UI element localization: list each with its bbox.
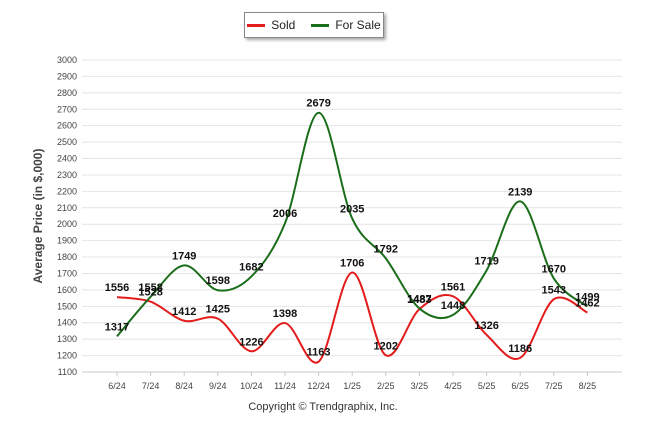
y-tick-label: 1200 [57, 351, 77, 361]
x-tick-label: 7/24 [142, 381, 160, 391]
x-tick-label: 2/25 [377, 381, 395, 391]
y-tick-label: 2500 [57, 137, 77, 147]
data-label-for-sale: 1499 [575, 291, 599, 303]
x-tick-label: 12/24 [307, 381, 330, 391]
data-label-for-sale: 1719 [474, 255, 498, 267]
legend-item-sold[interactable]: Sold [247, 18, 295, 32]
legend-swatch-for-sale [311, 23, 330, 27]
y-tick-label: 2800 [57, 88, 77, 98]
legend-item-for-sale[interactable]: For Sale [311, 18, 381, 32]
grid [82, 59, 622, 373]
data-labels: 1556 1528 1412 1425 1226 1398 1163 1706 1202 1483… [105, 98, 600, 359]
y-tick-label: 1600 [57, 285, 77, 295]
y-tick-label: 2000 [57, 219, 77, 229]
y-axis-title: Average Price (in $,000) [31, 148, 45, 284]
legend-swatch-sold [247, 23, 266, 27]
data-label-for-sale: 1598 [206, 275, 230, 287]
x-tick-label: 9/24 [209, 381, 227, 391]
data-label-for-sale: 1448 [441, 300, 465, 312]
legend-label-sold: Sold [271, 18, 296, 32]
legend-label-for-sale: For Sale [335, 18, 381, 32]
y-tick-label: 2900 [57, 71, 77, 81]
y-tick-label: 3000 [57, 55, 77, 65]
data-label-for-sale: 2139 [508, 186, 532, 198]
data-label-sold: 1186 [508, 343, 532, 355]
y-tick-label: 1700 [57, 268, 77, 278]
data-label-sold: 1163 [307, 347, 331, 359]
data-label-sold: 1706 [340, 257, 364, 269]
data-label-for-sale: 1558 [138, 282, 162, 294]
y-tick-label: 1900 [57, 236, 77, 246]
y-tick-label: 1100 [58, 367, 77, 377]
x-tick-label: 8/24 [175, 381, 193, 391]
data-label-sold: 1561 [441, 281, 465, 293]
data-label-for-sale: 1682 [239, 261, 263, 273]
data-label-sold: 1462 [575, 298, 599, 310]
y-axis-ticks: 1100 1200 1300 1400 1500 1600 1700 1800 1900 2000… [57, 55, 77, 377]
data-label-sold: 1528 [138, 287, 162, 299]
x-tick-label: 1/25 [343, 381, 361, 391]
data-label-for-sale: 1749 [172, 250, 196, 262]
data-label-sold: 1556 [105, 282, 129, 294]
legend: Sold For Sale [244, 12, 384, 38]
x-axis-ticks: 6/24 7/24 8/24 9/24 10/24 11/24 12/24 1/25 2/25 3… [108, 372, 596, 391]
y-tick-label: 1300 [57, 334, 77, 344]
series-line-for-sale [116, 111, 589, 338]
data-label-sold: 1202 [374, 340, 398, 352]
data-label-for-sale: 1792 [374, 243, 398, 255]
x-tick-label: 11/24 [274, 381, 296, 391]
y-tick-label: 2600 [57, 121, 77, 131]
x-tick-label: 3/25 [411, 381, 429, 391]
data-label-sold: 1398 [273, 308, 297, 320]
data-label-sold: 1543 [542, 284, 566, 296]
y-tick-label: 1400 [57, 318, 77, 328]
y-tick-label: 2300 [57, 170, 77, 180]
data-label-sold: 1483 [407, 294, 431, 306]
x-tick-label: 6/25 [511, 381, 529, 391]
y-tick-label: 2400 [57, 154, 77, 164]
y-tick-label: 2200 [57, 186, 77, 196]
data-label-sold: 1226 [239, 336, 263, 348]
data-label-sold: 1425 [206, 304, 230, 316]
y-tick-label: 2700 [57, 104, 77, 114]
x-tick-label: 5/25 [478, 381, 496, 391]
data-label-sold: 1326 [474, 320, 498, 332]
data-label-for-sale: 2035 [340, 203, 364, 215]
x-tick-label: 8/25 [579, 381, 597, 391]
data-label-for-sale: 2679 [306, 98, 330, 110]
x-tick-label: 6/24 [108, 381, 126, 391]
copyright-text: Copyright © Trendgraphix, Inc. [248, 401, 398, 413]
series-line-sold [116, 271, 588, 364]
series-lines [116, 111, 589, 364]
x-tick-label: 10/24 [240, 381, 263, 391]
data-label-for-sale: 1670 [542, 263, 566, 275]
data-label-for-sale: 1317 [105, 321, 129, 333]
x-tick-label: 4/25 [444, 381, 462, 391]
y-tick-label: 2100 [57, 203, 77, 213]
x-tick-label: 7/25 [545, 381, 563, 391]
data-label-sold: 1412 [172, 306, 196, 318]
y-tick-label: 1800 [57, 252, 77, 262]
data-label-for-sale: 2006 [273, 208, 297, 220]
y-tick-label: 1500 [57, 301, 77, 311]
data-label-for-sale: 1487 [407, 293, 431, 305]
